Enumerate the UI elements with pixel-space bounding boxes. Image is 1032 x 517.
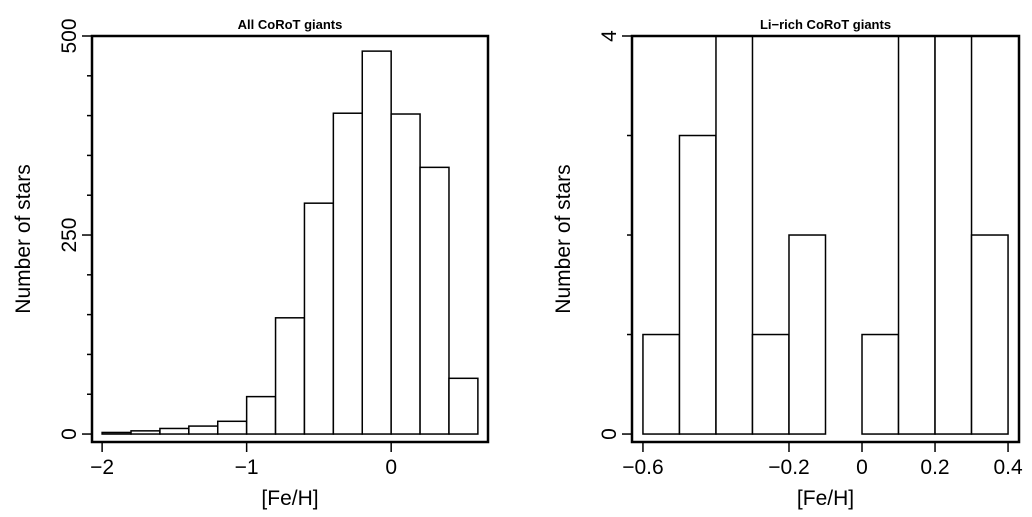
histogram-bar: [216, 420, 248, 435]
plot-frame: [630, 34, 1021, 444]
histogram-bar: [419, 166, 450, 435]
histogram-bar: [715, 35, 754, 435]
histogram-bar: [678, 134, 717, 435]
x-tick-label: −1: [235, 456, 259, 479]
x-axis-label: [Fe/H]: [797, 487, 854, 510]
x-tick-label: 0: [385, 456, 397, 479]
x-tick-label: −2: [90, 456, 114, 479]
histogram-bar: [390, 113, 421, 435]
histogram-bar: [332, 112, 364, 435]
histogram-bar: [751, 333, 790, 435]
x-tick-label: 0.2: [920, 456, 949, 479]
histogram-bar: [188, 425, 219, 435]
histogram-bar: [448, 377, 479, 435]
histogram-bar: [970, 234, 1009, 435]
y-tick-label: 250: [58, 217, 81, 252]
histogram-bar: [934, 35, 973, 435]
histogram-bar: [274, 317, 306, 435]
x-tick-label: 0.4: [993, 456, 1023, 479]
y-axis-label: Number of stars: [552, 164, 575, 313]
y-tick-label: 0: [598, 428, 621, 440]
histogram-all-giants: All CoRoT giants [Fe/H] Number of stars …: [12, 17, 490, 510]
histogram-bar: [130, 430, 161, 435]
histogram-bar: [245, 395, 277, 435]
histogram-bar: [642, 333, 681, 435]
x-tick-label: −0.6: [622, 456, 663, 479]
x-tick-label: 0: [856, 456, 868, 479]
chart-title: All CoRoT giants: [238, 17, 343, 32]
chart-title: Li−rich CoRoT giants: [760, 17, 891, 32]
histogram-bar: [788, 234, 827, 435]
y-axis-label: Number of stars: [12, 164, 35, 313]
x-tick-label: −0.2: [768, 456, 809, 479]
histogram-bar: [861, 333, 900, 435]
y-tick-label: 4: [598, 30, 621, 42]
y-tick-label: 0: [58, 428, 81, 440]
histogram-bar: [361, 50, 392, 435]
histogram-li-rich-giants: Li−rich CoRoT giants [Fe/H] Number of st…: [552, 17, 1023, 510]
histogram-bar: [159, 427, 190, 435]
histogram-bar: [101, 431, 132, 435]
histogram-bar: [303, 202, 335, 435]
y-tick-label: 500: [58, 18, 81, 53]
x-axis-label: [Fe/H]: [261, 487, 318, 510]
plot-frame: [90, 34, 490, 444]
histogram-bar: [897, 35, 936, 435]
